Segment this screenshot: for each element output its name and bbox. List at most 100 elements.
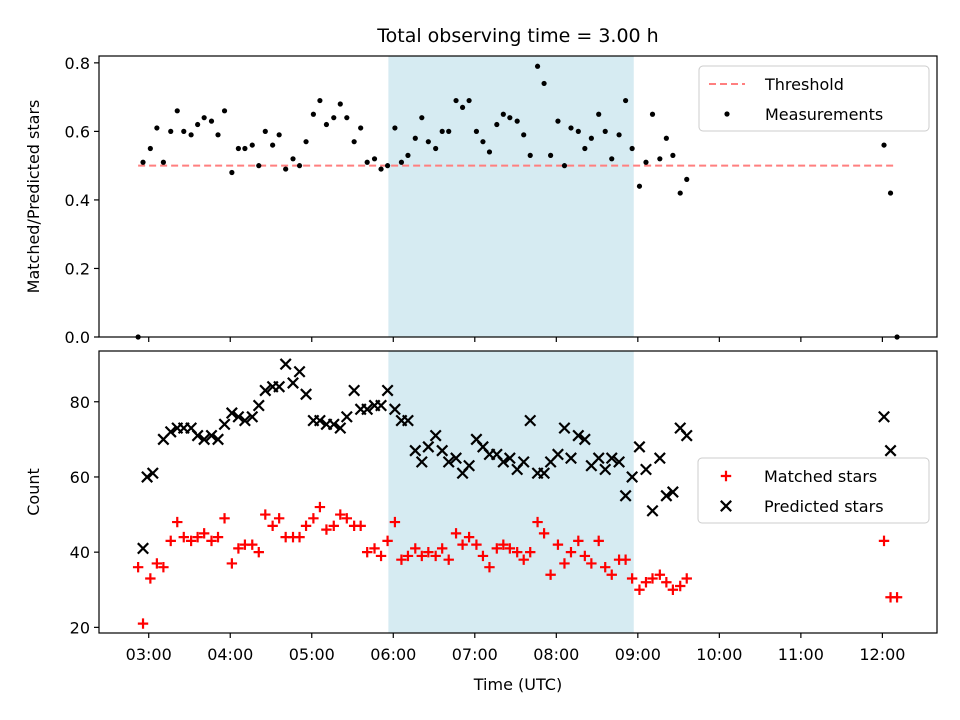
measurements-point xyxy=(534,63,541,69)
predicted-stars-point xyxy=(633,440,646,453)
y-tick-label: 40 xyxy=(70,543,90,562)
measurements-point xyxy=(140,159,146,165)
matched-stars-point xyxy=(450,528,462,539)
matched-stars-point xyxy=(545,569,556,580)
matched-stars-point xyxy=(308,513,319,524)
matched-stars-point xyxy=(361,546,373,558)
x-tick-label: 05:00 xyxy=(289,645,335,664)
matched-stars-point xyxy=(137,618,149,629)
matched-stars-point xyxy=(410,543,421,554)
matched-stars-point xyxy=(463,531,475,543)
predicted-stars-point xyxy=(463,459,476,472)
measurements-point xyxy=(160,159,166,165)
measurements-point xyxy=(494,121,500,128)
measurements-point xyxy=(364,159,370,165)
measurements-point xyxy=(582,145,588,152)
predicted-stars-point xyxy=(313,414,326,427)
matched-stars-point xyxy=(891,592,903,603)
measurements-point xyxy=(412,135,418,141)
measurements-point xyxy=(405,152,411,158)
matched-stars-point xyxy=(532,516,543,528)
matched-stars-point xyxy=(219,513,230,524)
measurements-point xyxy=(575,128,581,134)
predicted-stars-point xyxy=(164,425,177,438)
predicted-stars-point xyxy=(551,448,564,461)
predicted-stars-point xyxy=(348,384,361,397)
predicted-stars-point xyxy=(422,440,435,453)
measurements-point xyxy=(290,156,296,162)
legend-label: Predicted stars xyxy=(764,497,884,516)
matched-stars-point xyxy=(498,539,509,550)
legend-label: Threshold xyxy=(764,75,844,94)
observing-window-span xyxy=(388,351,634,633)
panel-ratio: 0.0 0.2 0.4 0.6 0.8 Matched/Predicted stars Th… xyxy=(24,54,938,347)
matched-stars-point xyxy=(273,513,285,524)
matched-stars-point xyxy=(198,528,210,539)
measurements-point xyxy=(208,118,215,124)
matched-stars-point xyxy=(396,554,407,565)
matched-stars-point xyxy=(457,539,468,550)
measurements-point xyxy=(262,128,268,134)
measurements-point xyxy=(588,135,594,141)
predicted-stars-point xyxy=(232,410,245,423)
matched-stars-point xyxy=(538,528,550,539)
predicted-stars-point xyxy=(218,418,231,431)
matched-stars-point xyxy=(369,543,380,554)
measurements-point xyxy=(181,128,187,134)
measurements-point xyxy=(235,145,241,152)
measurements-point xyxy=(507,115,513,121)
predicted-stars-point xyxy=(565,452,577,465)
matched-stars-point xyxy=(471,539,482,550)
measurements-point xyxy=(446,128,452,134)
measurements-point xyxy=(168,128,174,134)
matched-stars-point xyxy=(328,520,339,532)
x-tick-label: 07:00 xyxy=(452,645,498,664)
matched-stars-point xyxy=(192,531,203,543)
predicted-stars-point xyxy=(279,358,292,371)
matched-stars-point xyxy=(647,573,658,584)
matched-stars-point xyxy=(178,531,189,543)
measurements-point xyxy=(602,128,608,134)
measurements-point xyxy=(310,111,316,117)
predicted-stars-point xyxy=(450,452,463,465)
matched-stars-point xyxy=(206,535,217,547)
matched-stars-point xyxy=(300,520,312,532)
matched-stars-point xyxy=(267,520,278,532)
matched-stars-point xyxy=(675,580,686,592)
predicted-stars-point xyxy=(442,455,455,468)
measurements-point xyxy=(201,115,207,121)
legend-label: Matched stars xyxy=(764,467,877,486)
predicted-stars-point xyxy=(503,452,516,465)
predicted-stars-point xyxy=(429,429,442,442)
measurements-point xyxy=(657,156,663,162)
matched-stars-point xyxy=(233,543,244,554)
measurements-point xyxy=(527,152,533,158)
predicted-stars-point xyxy=(212,433,224,446)
measurements-point xyxy=(215,132,221,138)
measurements-point xyxy=(670,152,676,158)
predicted-stars-point xyxy=(205,429,218,442)
matched-stars-point xyxy=(382,535,393,547)
measurements-point xyxy=(887,190,894,196)
matched-stars-point xyxy=(552,539,564,550)
predicted-stars-point xyxy=(653,452,666,465)
predicted-stars-point xyxy=(198,433,211,446)
predicted-stars-point xyxy=(497,455,510,468)
legend-label: Measurements xyxy=(765,105,883,124)
matched-stars-point xyxy=(484,562,495,573)
matched-stars-point xyxy=(402,550,414,562)
y-tick-label: 80 xyxy=(70,393,90,412)
matched-stars-point xyxy=(504,543,516,554)
measurements-point xyxy=(195,121,201,128)
measurements-point xyxy=(378,166,384,172)
measurements-point xyxy=(568,125,574,131)
matched-stars-point xyxy=(314,501,326,513)
matched-stars-point xyxy=(355,520,366,532)
matched-stars-point xyxy=(165,535,176,547)
predicted-stars-point xyxy=(436,444,449,457)
matched-stars-point xyxy=(294,531,305,543)
measurements-point xyxy=(419,115,425,121)
y-axis-label: Matched/Predicted stars xyxy=(24,100,43,294)
predicted-stars-point xyxy=(381,384,394,397)
